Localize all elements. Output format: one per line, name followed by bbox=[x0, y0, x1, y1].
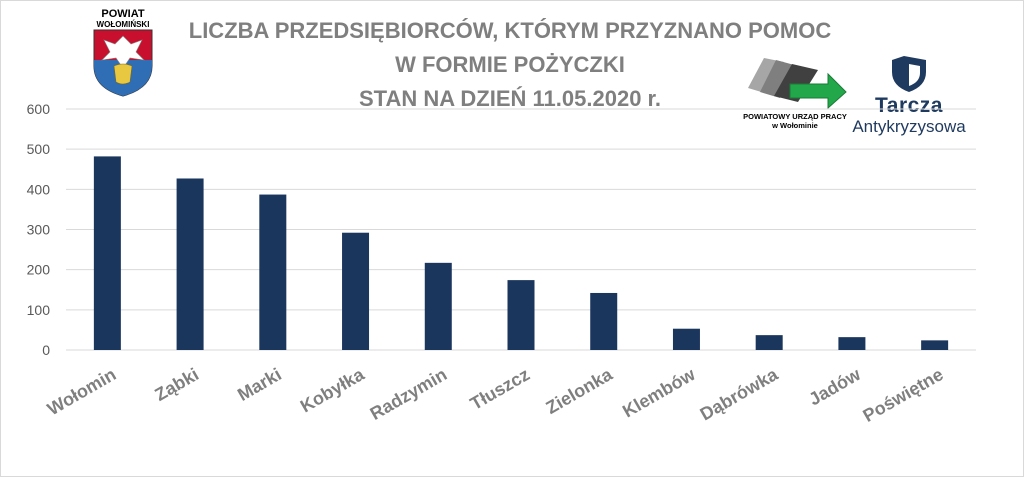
bar-5 bbox=[507, 280, 535, 350]
x-tick-label: Kobyłka bbox=[297, 364, 368, 417]
bar-2 bbox=[259, 194, 287, 350]
y-tick-label: 600 bbox=[27, 101, 51, 117]
bar-3 bbox=[342, 232, 370, 350]
chart-title: LICZBA PRZEDSIĘBIORCÓW, KTÓRYM PRZYZNANO… bbox=[180, 14, 840, 116]
tarcza-logo: Tarcza Antykryzysowa bbox=[846, 54, 976, 138]
x-tick-label: Dąbrówka bbox=[697, 364, 782, 425]
tarcza-label: Tarcza bbox=[875, 94, 943, 117]
pup-label-line-2: w Wołominie bbox=[772, 121, 818, 130]
y-tick-label: 100 bbox=[27, 302, 51, 318]
pup-label: POWIATOWY URZĄD PRACY w Wołominie bbox=[740, 112, 850, 130]
bar-7 bbox=[672, 328, 700, 350]
powiat-name-label: WOŁOMIŃSKI bbox=[96, 20, 150, 29]
x-tick-label: Tłuszcz bbox=[467, 364, 533, 414]
antykryzysowa-label: Antykryzysowa bbox=[852, 117, 966, 136]
bar-0 bbox=[93, 156, 121, 350]
x-tick-label: Jadów bbox=[805, 364, 864, 410]
pup-logo: POWIATOWY URZĄD PRACY w Wołominie bbox=[740, 50, 850, 140]
pup-folders-icon bbox=[748, 58, 847, 110]
y-tick-label: 500 bbox=[27, 141, 51, 157]
x-tick-label: Marki bbox=[234, 364, 285, 405]
bar-1 bbox=[176, 178, 204, 350]
y-tick-label: 300 bbox=[27, 222, 51, 238]
title-line-2: W FORMIE POŻYCZKI bbox=[395, 52, 625, 77]
y-tick-label: 200 bbox=[27, 262, 51, 278]
bar-9 bbox=[838, 337, 866, 350]
powiat-crest-logo: POWIAT WOŁOMIŃSKI bbox=[86, 8, 160, 98]
title-line-1: LICZBA PRZEDSIĘBIORCÓW, KTÓRYM PRZYZNANO… bbox=[188, 18, 832, 43]
y-tick-label: 400 bbox=[27, 181, 51, 197]
bar-8 bbox=[755, 335, 783, 350]
x-tick-label: Zielonka bbox=[542, 364, 616, 418]
x-tick-label: Wołomin bbox=[44, 364, 120, 419]
x-tick-label: Radzymin bbox=[367, 364, 451, 424]
y-tick-label: 0 bbox=[42, 342, 50, 358]
shield-icon bbox=[892, 56, 926, 92]
x-tick-label: Klembów bbox=[619, 364, 699, 422]
powiat-label: POWIAT bbox=[101, 8, 145, 20]
title-line-3: STAN NA DZIEŃ 11.05.2020 r. bbox=[358, 86, 662, 111]
x-tick-label: Poświętne bbox=[860, 364, 947, 426]
x-tick-label: Ząbki bbox=[151, 364, 202, 405]
crest-shield-icon bbox=[93, 29, 153, 97]
bar-10 bbox=[921, 340, 949, 350]
bar-6 bbox=[590, 292, 618, 350]
pup-label-line-1: POWIATOWY URZĄD PRACY bbox=[743, 112, 847, 121]
bar-4 bbox=[424, 262, 452, 350]
